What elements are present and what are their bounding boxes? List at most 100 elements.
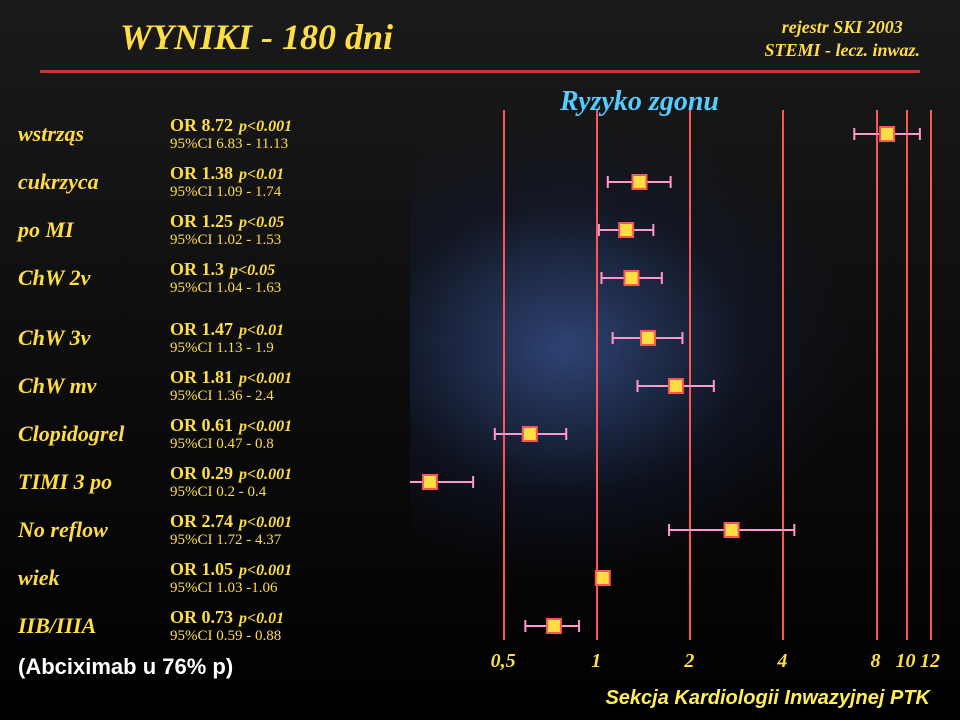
predictor-label: ChW 2v — [0, 265, 170, 291]
predictor-label: ChW mv — [0, 373, 170, 399]
table-row: cukrzycaOR 1.38 p<0.0195%CI 1.09 - 1.74 — [0, 158, 410, 206]
forest-row — [410, 254, 930, 302]
or-marker — [619, 223, 633, 237]
footer-label: Sekcja Kardiologii Inwazyjnej PTK — [605, 687, 930, 710]
or-value: OR 1.05 — [170, 559, 233, 579]
ci-value: 95%CI 6.83 - 11.13 — [170, 136, 410, 153]
ci-value: 95%CI 1.13 - 1.9 — [170, 340, 410, 357]
forest-row — [410, 110, 930, 158]
stats-block: OR 1.05p<0.00195%CI 1.03 -1.06 — [170, 560, 410, 596]
ci-value: 95%CI 1.02 - 1.53 — [170, 232, 410, 249]
predictor-label: No reflow — [0, 517, 170, 543]
table-row: ChW mvOR 1.81p<0.00195%CI 1.36 - 2.4 — [0, 362, 410, 410]
axis-tick-label: 10 — [896, 650, 916, 673]
p-value: p<0.01 — [239, 322, 284, 339]
p-value: p<0.05 — [239, 214, 284, 231]
axis-gridline — [930, 110, 932, 640]
table-row: No reflowOR 2.74 p<0.00195%CI 1.72 - 4.37 — [0, 506, 410, 554]
axis-tick-label: 1 — [591, 650, 601, 673]
stats-block: OR 0.61 p<0.00195%CI 0.47 - 0.8 — [170, 416, 410, 452]
or-marker — [632, 175, 646, 189]
ci-value: 95%CI 1.72 - 4.37 — [170, 532, 410, 549]
table-row: TIMI 3 poOR 0.29 p<0.00195%CI 0.2 - 0.4 — [0, 458, 410, 506]
table-row: ChW 2vOR 1.3 p<0.0595%CI 1.04 - 1.63 — [0, 254, 410, 302]
stats-block: OR 1.47 p<0.0195%CI 1.13 - 1.9 — [170, 320, 410, 356]
or-marker — [669, 379, 683, 393]
predictor-label: wiek — [0, 565, 170, 591]
axis-tick-label: 2 — [684, 650, 694, 673]
or-value: OR 1.25 — [170, 211, 233, 231]
predictor-label: IIB/IIIA — [0, 613, 170, 639]
or-value: OR 0.29 — [170, 463, 233, 483]
stats-block: OR 8.72 p<0.00195%CI 6.83 - 11.13 — [170, 116, 410, 152]
stats-block: OR 1.25 p<0.0595%CI 1.02 - 1.53 — [170, 212, 410, 248]
forest-row — [410, 506, 930, 554]
ci-value: 95%CI 1.09 - 1.74 — [170, 184, 410, 201]
table-row: wiekOR 1.05p<0.00195%CI 1.03 -1.06 — [0, 554, 410, 602]
predictor-label: TIMI 3 po — [0, 469, 170, 495]
registry-line1: rejestr SKI 2003 — [764, 16, 920, 39]
stats-block: OR 0.73p<0.0195%CI 0.59 - 0.88 — [170, 608, 410, 644]
or-value: OR 0.61 — [170, 415, 233, 435]
p-value: p<0.001 — [239, 370, 292, 387]
table-row: ClopidogrelOR 0.61 p<0.00195%CI 0.47 - 0.… — [0, 410, 410, 458]
forest-row — [410, 602, 930, 650]
p-value: p<0.001 — [239, 118, 292, 135]
p-value: p<0.01 — [239, 610, 284, 627]
predictor-label: wstrząs — [0, 121, 170, 147]
ci-value: 95%CI 0.2 - 0.4 — [170, 484, 410, 501]
forest-row — [410, 458, 930, 506]
axis-tick-label: 4 — [777, 650, 787, 673]
or-marker — [641, 331, 655, 345]
footnote: (Abciximab u 76% p) — [18, 654, 233, 680]
axis-tick-label: 12 — [920, 650, 940, 673]
p-value: p<0.05 — [230, 262, 275, 279]
stats-block: OR 1.3 p<0.0595%CI 1.04 - 1.63 — [170, 260, 410, 296]
stats-block: OR 2.74 p<0.00195%CI 1.72 - 4.37 — [170, 512, 410, 548]
or-value: OR 1.81 — [170, 367, 233, 387]
axis-tick-label: 8 — [871, 650, 881, 673]
forest-row — [410, 410, 930, 458]
stats-block: OR 0.29 p<0.00195%CI 0.2 - 0.4 — [170, 464, 410, 500]
or-marker — [423, 475, 437, 489]
table-row: wstrząsOR 8.72 p<0.00195%CI 6.83 - 11.13 — [0, 110, 410, 158]
table-row: ChW 3vOR 1.47 p<0.0195%CI 1.13 - 1.9 — [0, 314, 410, 362]
or-marker — [596, 571, 610, 585]
registry-label: rejestr SKI 2003 STEMI - lecz. inwaz. — [764, 16, 920, 63]
or-value: OR 1.47 — [170, 319, 233, 339]
predictor-label: po MI — [0, 217, 170, 243]
divider — [40, 70, 920, 73]
forest-row — [410, 362, 930, 410]
or-marker — [547, 619, 561, 633]
table-row: po MIOR 1.25 p<0.0595%CI 1.02 - 1.53 — [0, 206, 410, 254]
or-value: OR 2.74 — [170, 511, 233, 531]
forest-row — [410, 314, 930, 362]
stats-block: OR 1.38 p<0.0195%CI 1.09 - 1.74 — [170, 164, 410, 200]
p-value: p<0.01 — [239, 166, 284, 183]
stats-block: OR 1.81p<0.00195%CI 1.36 - 2.4 — [170, 368, 410, 404]
forest-row — [410, 206, 930, 254]
forest-row — [410, 554, 930, 602]
p-value: p<0.001 — [239, 466, 292, 483]
predictor-label: Clopidogrel — [0, 421, 170, 447]
p-value: p<0.001 — [239, 514, 292, 531]
page-title: WYNIKI - 180 dni — [120, 16, 393, 58]
ci-value: 95%CI 1.03 -1.06 — [170, 580, 410, 597]
ci-value: 95%CI 1.04 - 1.63 — [170, 280, 410, 297]
forest-plot: 0,512481012 — [410, 110, 930, 640]
or-value: OR 0.73 — [170, 607, 233, 627]
table-row: IIB/IIIAOR 0.73p<0.0195%CI 0.59 - 0.88 — [0, 602, 410, 650]
or-marker — [523, 427, 537, 441]
ci-value: 95%CI 0.47 - 0.8 — [170, 436, 410, 453]
or-marker — [725, 523, 739, 537]
or-value: OR 8.72 — [170, 115, 233, 135]
or-value: OR 1.38 — [170, 163, 233, 183]
or-value: OR 1.3 — [170, 259, 224, 279]
registry-line2: STEMI - lecz. inwaz. — [764, 39, 920, 62]
or-marker — [880, 127, 894, 141]
predictor-label: ChW 3v — [0, 325, 170, 351]
predictor-label: cukrzyca — [0, 169, 170, 195]
p-value: p<0.001 — [239, 418, 292, 435]
or-marker — [624, 271, 638, 285]
axis-tick-label: 0,5 — [491, 650, 516, 673]
